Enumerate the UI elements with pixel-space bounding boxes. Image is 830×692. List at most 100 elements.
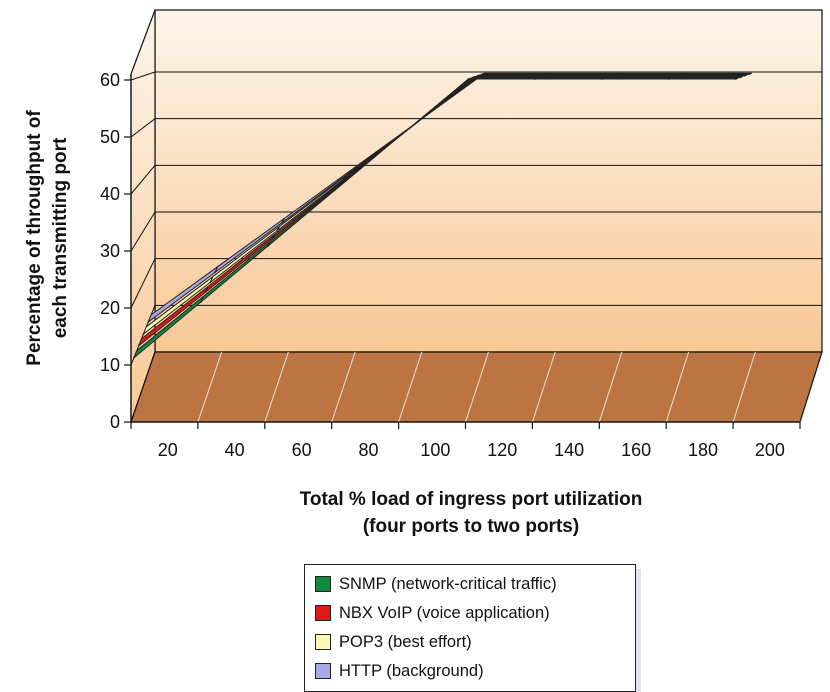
data-point [333, 189, 336, 192]
legend-swatch-snmp [315, 576, 331, 592]
data-point [133, 357, 135, 359]
series-segment [615, 72, 686, 75]
back-wall [154, 9, 823, 353]
floor-divider [665, 351, 690, 423]
y-tick-label: 50 [100, 127, 120, 147]
data-point [605, 76, 608, 79]
data-point [343, 178, 345, 180]
legend-label-pop3: POP3 (best effort) [339, 632, 472, 651]
data-point [681, 73, 684, 76]
side-gridline [130, 211, 156, 252]
x-tick-label: 120 [487, 440, 517, 460]
x-axis-title-line-2: (four ports to two ports) [363, 516, 579, 537]
floor-divider [531, 351, 556, 423]
legend-item-nbx-voip: NBX VoIP (voice application) [315, 602, 550, 624]
data-point [266, 245, 269, 248]
legend-swatch-pop3 [315, 634, 331, 650]
data-point [472, 76, 474, 79]
x-tick-label: 180 [688, 440, 718, 460]
data-point [734, 78, 737, 80]
y-tick-label: 40 [100, 184, 120, 204]
side-gridline [130, 71, 156, 81]
side-wall [130, 9, 156, 423]
series-segment [606, 75, 677, 78]
y-tick-label: 60 [100, 70, 120, 90]
data-point [534, 78, 536, 80]
side-gridline [130, 165, 156, 195]
series-segment [548, 72, 619, 75]
side-gridline [130, 118, 156, 138]
data-point [481, 73, 483, 76]
data-point [467, 78, 470, 80]
series-segment [682, 72, 752, 75]
side-gridline [130, 258, 156, 309]
x-tick-label: 20 [158, 440, 178, 460]
x-tick-label: 80 [358, 440, 378, 460]
series-2 [142, 74, 748, 336]
series-segment [477, 74, 548, 77]
y-tick-label: 0 [110, 412, 120, 432]
data-point [538, 76, 541, 79]
x-tick-label: 200 [755, 440, 785, 460]
data-point [271, 237, 274, 240]
data-point [347, 172, 350, 175]
legend-swatch-nbx-voip [315, 605, 331, 621]
floor-divider [732, 351, 756, 423]
floor-divider [398, 351, 423, 423]
series-segment [668, 77, 739, 80]
floor-divider [264, 351, 289, 423]
x-tick-label: 100 [420, 440, 450, 460]
legend: SNMP (network-critical traffic) NBX VoIP… [304, 564, 636, 692]
data-point [414, 123, 417, 125]
y-tick-label: 30 [100, 241, 120, 261]
y-axis-title-line-1: Percentage of throughput of [24, 110, 45, 366]
legend-label-nbx-voip: NBX VoIP (voice application) [339, 603, 550, 622]
data-point [743, 75, 746, 77]
series-segment [544, 74, 614, 77]
x-tick-label: 60 [292, 440, 312, 460]
data-point [748, 73, 750, 76]
series-segment [534, 77, 605, 80]
data-point [338, 184, 340, 186]
y-axis-title-line-2: each transmitting port [50, 137, 71, 338]
legend-label-snmp: SNMP (network-critical traffic) [339, 574, 557, 593]
y-tick-label: 10 [100, 355, 120, 375]
floor-divider [598, 351, 623, 423]
floor-divider [197, 351, 223, 423]
series-segment [481, 72, 552, 75]
x-tick-label: 160 [621, 440, 651, 460]
y-tick-label: 20 [100, 298, 120, 318]
series-segment [673, 75, 743, 78]
series-segment [610, 74, 681, 77]
data-point [142, 333, 145, 335]
series-1 [137, 75, 743, 348]
data-point [543, 75, 546, 77]
data-point [476, 75, 479, 77]
legend-item-http: HTTP (background) [315, 660, 484, 682]
series-segment [601, 77, 672, 80]
data-point [209, 281, 212, 284]
data-point [204, 291, 207, 294]
floor-divider [331, 351, 356, 423]
data-point [280, 222, 283, 224]
floor-divider [465, 351, 489, 423]
x-tick-label: 140 [554, 440, 584, 460]
x-tick-label: 40 [225, 440, 245, 460]
data-point [614, 73, 617, 76]
data-point [601, 78, 603, 80]
data-point [668, 78, 670, 80]
legend-label-http: HTTP (background) [339, 661, 484, 680]
series-3 [147, 72, 752, 324]
data-point [676, 75, 679, 77]
series-segment [539, 75, 610, 78]
data-point [672, 76, 675, 79]
data-point [147, 321, 150, 323]
x-axis-title-line-1: Total % load of ingress port utilization [300, 489, 643, 510]
data-point [739, 76, 741, 79]
data-point [547, 73, 550, 76]
data-point [214, 271, 216, 274]
legend-item-pop3: POP3 (best effort) [315, 631, 472, 653]
series-segment [677, 74, 748, 77]
data-point [610, 75, 612, 77]
